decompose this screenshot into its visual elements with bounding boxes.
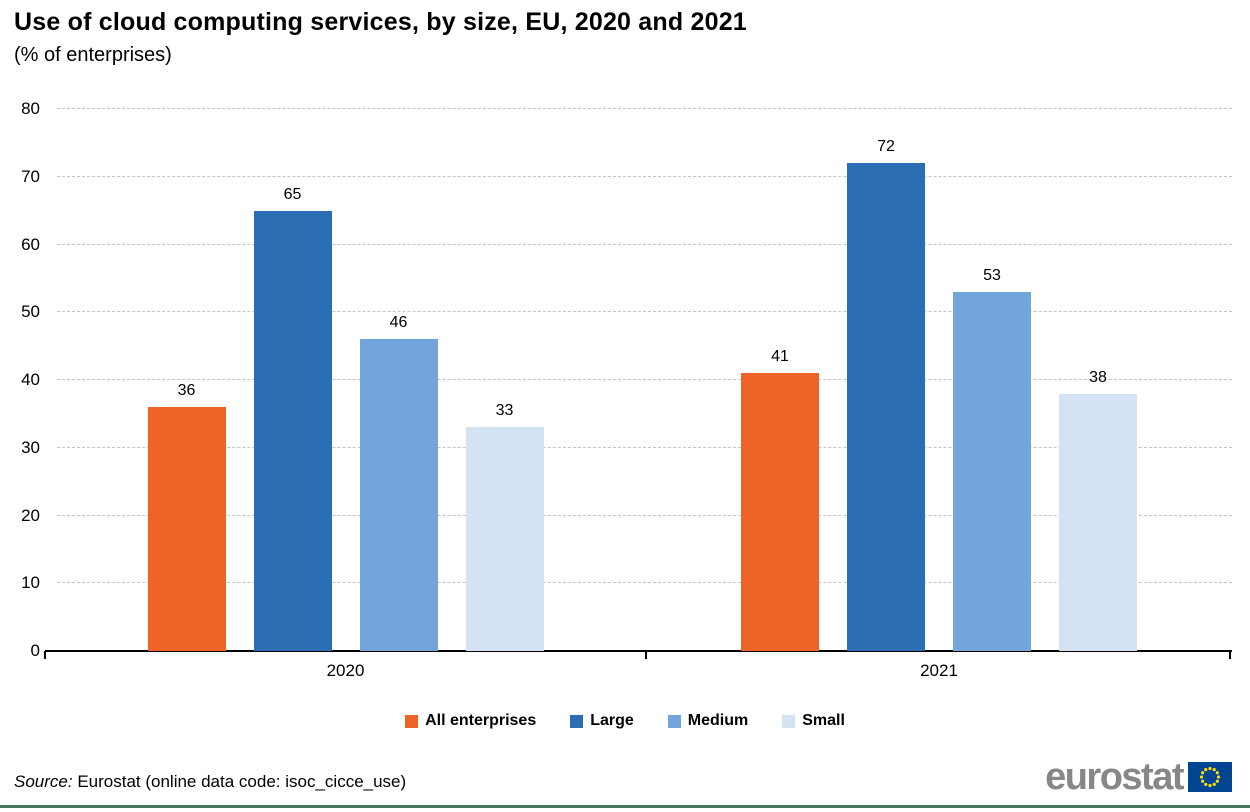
source-note: Source: Eurostat (online data code: isoc…	[14, 772, 406, 792]
legend-item-all-enterprises: All enterprises	[405, 712, 536, 730]
legend-item-large: Large	[570, 712, 634, 730]
legend-swatch-icon	[782, 714, 796, 728]
gridline-20	[57, 514, 1232, 516]
category-label-2021: 2021	[920, 661, 958, 680]
legend-item-medium: Medium	[667, 712, 749, 730]
source-text: Eurostat (online data code: isoc_cicce_u…	[72, 772, 407, 791]
bar-medium-2020: 46	[359, 314, 438, 651]
x-axis-tick	[645, 651, 647, 659]
legend-label: Medium	[687, 712, 749, 729]
x-axis-line	[45, 650, 1232, 652]
bar-group-2020: 36 65 46 33	[45, 109, 646, 651]
legend-label: Large	[590, 712, 634, 729]
gridline-40	[57, 379, 1232, 380]
eurostat-logo: eurostat	[1045, 758, 1232, 796]
legend-label: All enterprises	[425, 712, 537, 729]
bar-value-label: 53	[983, 267, 1001, 284]
eurostat-logo-text: eurostat	[1045, 756, 1184, 798]
y-axis-tick-label: 50	[21, 302, 40, 322]
legend-swatch-icon	[667, 714, 681, 728]
bar-value-label: 46	[389, 314, 408, 331]
gridline-70	[57, 175, 1232, 177]
gridline-50	[57, 311, 1232, 313]
x-axis-tick	[44, 651, 46, 659]
bar-all-enterprises-2021: 41	[741, 348, 819, 651]
bar-large-2020: 65	[253, 186, 332, 651]
y-axis-tick-label: 60	[21, 234, 40, 254]
y-axis-tick-label: 10	[21, 573, 40, 593]
bar-value-label: 33	[495, 402, 514, 419]
bar-value-label: 72	[877, 138, 895, 155]
legend: All enterprises Large Medium Small	[0, 712, 1250, 730]
gridline-30	[57, 446, 1232, 448]
gridline-10	[57, 582, 1232, 584]
bar-value-label: 38	[1089, 369, 1107, 386]
gridline-80	[57, 108, 1232, 109]
category-label-2020: 2020	[326, 661, 365, 680]
bar-small-2021: 38	[1059, 369, 1137, 651]
bar-large-2021: 72	[847, 138, 925, 651]
bar-small-2020: 33	[465, 402, 544, 651]
y-axis-tick-label: 40	[21, 370, 40, 389]
source-label: Source:	[14, 772, 73, 791]
bar-value-label: 41	[771, 348, 789, 365]
chart-title: Use of cloud computing services, by size…	[14, 8, 747, 36]
legend-label: Small	[802, 712, 845, 729]
bar-value-label: 65	[283, 186, 302, 203]
y-axis-tick-label: 70	[21, 166, 40, 186]
y-axis-tick-label: 80	[21, 99, 40, 118]
bar-group-2021: 41 72 53 38	[646, 109, 1232, 651]
bar-all-enterprises-2020: 36	[147, 382, 226, 651]
footer-rule	[0, 805, 1250, 808]
bar-medium-2021: 53	[953, 267, 1031, 651]
gridline-60	[57, 243, 1232, 245]
y-axis-tick-label: 20	[21, 505, 40, 525]
legend-swatch-icon	[405, 714, 419, 728]
y-axis-tick-label: 0	[30, 641, 40, 660]
eu-flag-icon	[1188, 762, 1232, 792]
chart-subtitle: (% of enterprises)	[14, 44, 172, 66]
x-axis-tick	[1229, 651, 1231, 659]
legend-item-small: Small	[782, 712, 845, 730]
y-axis-tick-label: 30	[21, 437, 40, 457]
bar-value-label: 36	[177, 382, 196, 399]
legend-swatch-icon	[570, 714, 584, 728]
